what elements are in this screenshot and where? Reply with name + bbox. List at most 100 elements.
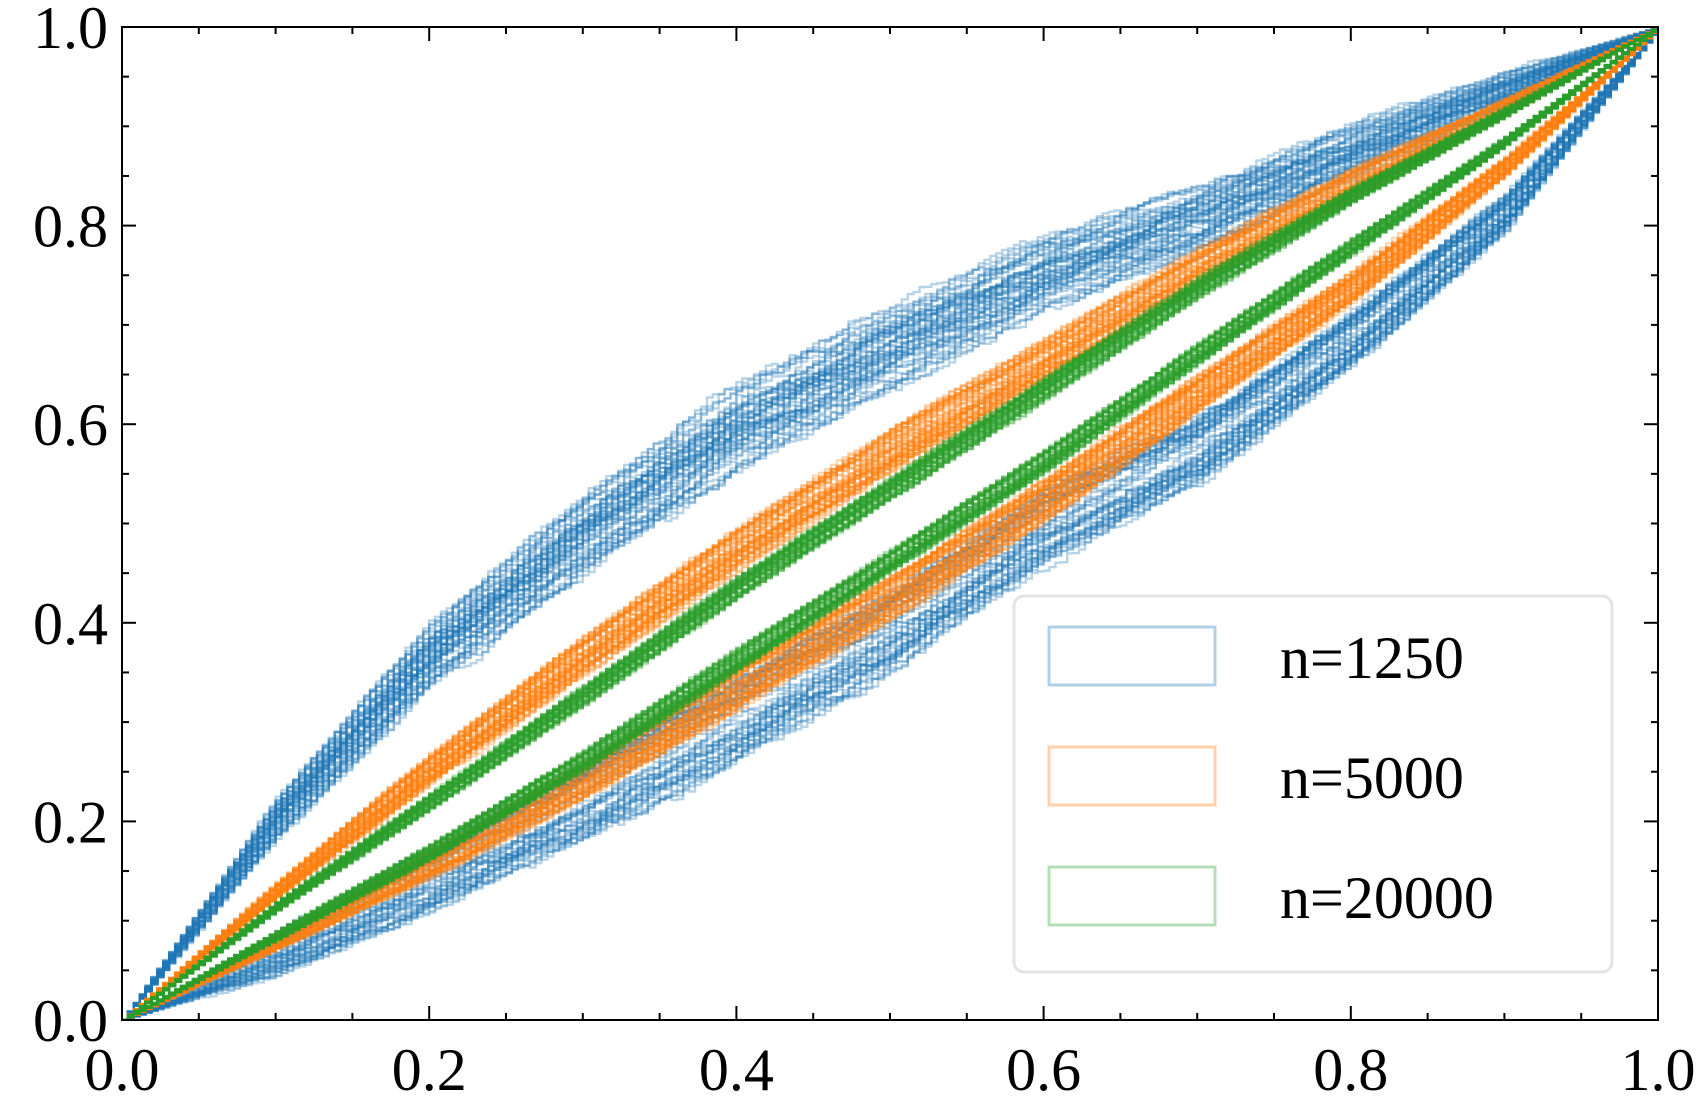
ecdf-curve <box>122 27 1658 1020</box>
ecdf-curve <box>122 27 1658 1020</box>
x-tick-label: 0.8 <box>1313 1037 1388 1101</box>
ecdf-curve <box>122 27 1658 1020</box>
ecdf-curve <box>122 27 1658 1020</box>
ecdf-curve <box>122 27 1658 1020</box>
series-n=5000 <box>122 27 1658 1020</box>
ecdf-curve <box>122 27 1658 1020</box>
ecdf-curve <box>122 27 1658 1020</box>
ecdf-curve <box>122 27 1658 1020</box>
ecdf-curve <box>122 27 1658 1020</box>
ecdf-curve <box>122 27 1658 1020</box>
ecdf-curve <box>122 27 1658 1020</box>
x-tick-label: 0.4 <box>699 1037 774 1101</box>
ecdf-curve <box>122 27 1658 1020</box>
ecdf-curve <box>122 27 1658 1020</box>
ecdf-curve <box>122 27 1658 1020</box>
y-tick-label: 0.6 <box>33 392 108 458</box>
ecdf-curve <box>122 27 1658 1020</box>
ecdf-curve <box>122 27 1658 1020</box>
y-tick-label: 0.8 <box>33 194 108 260</box>
legend-label: n=1250 <box>1280 625 1464 691</box>
ecdf-curve <box>122 27 1658 1020</box>
ecdf-curve <box>122 27 1658 1020</box>
ecdf-curve <box>122 27 1658 1020</box>
ecdf-curve <box>122 27 1658 1020</box>
ecdf-curve <box>122 27 1658 1020</box>
ecdf-curve <box>122 27 1658 1020</box>
ecdf-curve <box>122 27 1658 1020</box>
ecdf-curve <box>122 27 1658 1020</box>
ecdf-curve <box>122 27 1658 1020</box>
ecdf-curve <box>122 27 1658 1020</box>
ecdf-curve <box>122 27 1658 1020</box>
ecdf-curve <box>122 27 1658 1020</box>
ecdf-curve <box>122 27 1658 1020</box>
ecdf-curve <box>122 27 1658 1020</box>
ecdf-curve <box>122 27 1658 1020</box>
ecdf-curve <box>122 27 1658 1020</box>
ecdf-curve <box>122 27 1658 1020</box>
ecdf-curve <box>122 27 1658 1020</box>
ecdf-curve <box>122 27 1658 1020</box>
ecdf-curve <box>122 27 1658 1020</box>
ecdf-curve <box>122 27 1658 1020</box>
ecdf-curve <box>122 27 1658 1020</box>
ecdf-curve <box>122 27 1658 1020</box>
legend-label: n=5000 <box>1280 745 1464 811</box>
ecdf-curve <box>122 27 1658 1020</box>
ecdf-curve <box>122 27 1658 1020</box>
ecdf-curve <box>122 27 1658 1020</box>
ecdf-curve <box>122 27 1658 1020</box>
ecdf-curve <box>122 27 1658 1020</box>
ecdf-curve <box>122 27 1658 1020</box>
ecdf-curve <box>122 27 1658 1020</box>
ecdf-curve <box>122 27 1658 1020</box>
ecdf-curve <box>122 27 1658 1020</box>
ecdf-curve <box>122 27 1658 1020</box>
y-tick-label: 0.2 <box>33 789 108 855</box>
ecdf-curve <box>122 27 1658 1020</box>
ecdf-curve <box>122 27 1658 1020</box>
x-tick-label: 1.0 <box>1621 1037 1696 1101</box>
ecdf-curve <box>122 27 1658 1020</box>
ecdf-curve <box>122 27 1658 1020</box>
ecdf-curve <box>122 27 1658 1020</box>
ecdf-curve <box>122 27 1658 1020</box>
ecdf-curve <box>122 27 1658 1020</box>
ecdf-curve <box>122 27 1658 1020</box>
ecdf-curve <box>122 27 1658 1020</box>
ecdf-curve <box>122 27 1658 1020</box>
ecdf-curve <box>122 27 1658 1020</box>
ecdf-curve <box>122 27 1658 1020</box>
ecdf-curve <box>122 27 1658 1020</box>
ecdf-curve <box>122 27 1658 1020</box>
ecdf-curve <box>122 27 1658 1020</box>
ecdf-curve <box>122 27 1658 1020</box>
ecdf-curve <box>122 27 1658 1020</box>
ecdf-curve <box>122 27 1658 1020</box>
ecdf-curve <box>122 27 1658 1020</box>
ecdf-curve <box>122 27 1658 1020</box>
ecdf-curve <box>122 27 1658 1020</box>
ecdf-curve <box>122 27 1658 1020</box>
ecdf-curve <box>122 27 1658 1020</box>
ecdf-curve <box>122 27 1658 1020</box>
ecdf-curve <box>122 27 1658 1020</box>
x-tick-labels: 0.0 0.2 0.4 0.6 0.8 1.0 <box>85 1037 1696 1103</box>
ecdf-curve <box>122 27 1658 1020</box>
ecdf-curve <box>122 27 1658 1020</box>
ecdf-curve <box>122 27 1658 1020</box>
ecdf-curve <box>122 27 1658 1020</box>
ecdf-curve <box>122 27 1658 1020</box>
ecdf-curve <box>122 27 1658 1020</box>
ecdf-curve <box>122 27 1658 1020</box>
ecdf-curve <box>122 27 1658 1020</box>
ecdf-curve <box>122 27 1658 1020</box>
ecdf-curve <box>122 27 1658 1020</box>
ecdf-curve <box>122 27 1658 1020</box>
ecdf-curve <box>122 27 1658 1020</box>
ecdf-curve <box>122 27 1658 1020</box>
ecdf-curve <box>122 27 1658 1020</box>
ecdf-curve <box>122 27 1658 1020</box>
